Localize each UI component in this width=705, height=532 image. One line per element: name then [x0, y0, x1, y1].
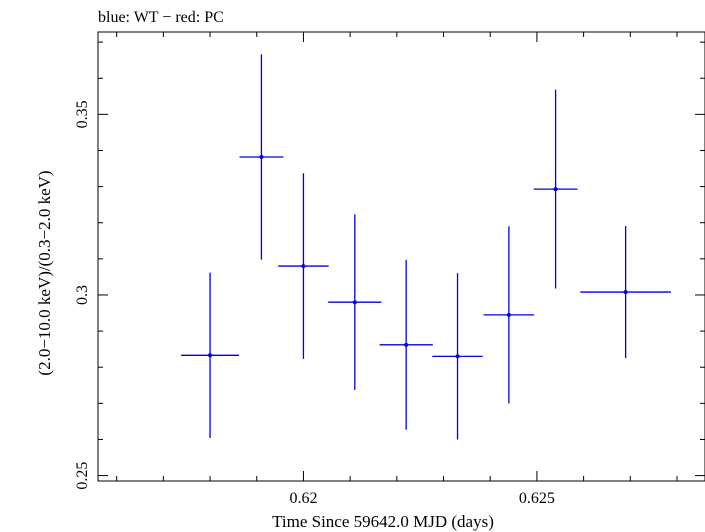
y-axis-label: (2.0−10.0 keV)/(0.3−2.0 keV) [35, 170, 54, 375]
data-marker [455, 354, 460, 359]
data-marker [259, 154, 264, 159]
x-axis-label: Time Since 59642.0 MJD (days) [272, 512, 494, 531]
axis-ticks: 0.62 0.625 0.25 0.3 0.35 [74, 32, 705, 507]
plot-frame [97, 31, 705, 482]
plot-frame-group [97, 31, 705, 482]
data-point [432, 273, 483, 440]
data-point [533, 89, 578, 289]
x-tick-label: 0.625 [519, 490, 555, 507]
y-tick-label: 0.25 [74, 462, 91, 490]
data-marker [506, 312, 511, 317]
y-tick-label: 0.3 [74, 285, 91, 305]
chart-title: blue: WT − red: PC [98, 9, 224, 26]
data-series-wt [181, 54, 671, 440]
data-point [181, 272, 240, 439]
y-tick-label: 0.35 [74, 100, 91, 128]
data-marker [352, 300, 357, 305]
data-marker [404, 342, 409, 347]
data-point [580, 225, 671, 359]
data-point [328, 214, 382, 390]
data-point [379, 259, 433, 430]
data-marker [301, 264, 306, 269]
data-point [239, 54, 284, 260]
data-marker [553, 187, 558, 192]
data-point [483, 226, 535, 404]
data-point [278, 173, 329, 359]
data-marker [623, 290, 628, 295]
x-tick-label: 0.62 [289, 490, 317, 507]
data-marker [208, 353, 213, 358]
